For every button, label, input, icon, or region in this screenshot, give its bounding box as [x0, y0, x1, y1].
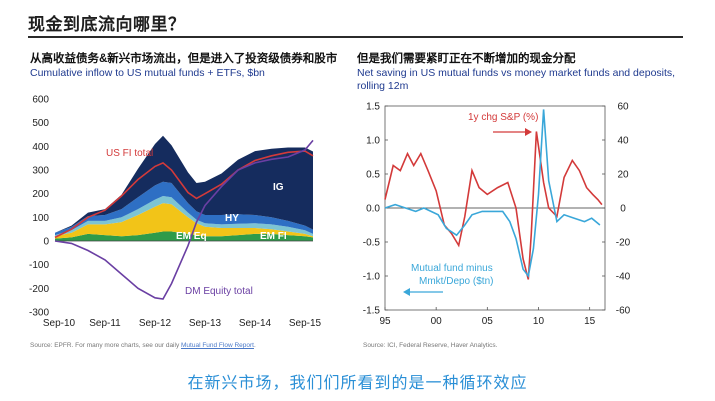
left-area-ig	[55, 135, 313, 233]
label-mmkt-depo: Mmkt/Depo ($tn)	[419, 276, 493, 287]
right-left-y-tick-label: 0.0	[366, 204, 380, 215]
right-right-y-tick-label: -60	[616, 306, 631, 317]
left-y-tick-label: 300	[32, 166, 49, 177]
label-mutual-fund-minus: Mutual fund minus	[411, 263, 493, 274]
label-hy: HY	[225, 213, 239, 224]
right-chart-svg: 1.5 1.0 0.5 0.0 -0.5 -1.0 -1.5 60 40 20 0 -20 -40 -60…	[363, 102, 631, 328]
right-left-y-tick-label: -1.5	[363, 306, 381, 317]
mutual-fund-flow-report-link[interactable]: Mutual Fund Flow Report	[181, 342, 254, 349]
right-right-y-tick-label: -20	[616, 238, 631, 249]
left-area-em-fi	[55, 196, 313, 237]
left-x-tick-label: Sep-14	[239, 318, 272, 329]
left-x-tick-label: Sep-12	[139, 318, 172, 329]
left-area-hy	[55, 181, 313, 236]
right-chart-panel: 但是我们需要紧盯正在不断增加的现金分配 Net saving in US mut…	[355, 42, 685, 356]
right-x-tick-label: 10	[533, 316, 545, 327]
label-sp-change: 1y chg S&P (%)	[468, 112, 538, 123]
right-left-y-tick-label: -0.5	[363, 238, 381, 249]
label-ig: IG	[273, 182, 284, 193]
right-x-tick-label: 05	[482, 316, 494, 327]
right-x-tick-label: 15	[584, 316, 596, 327]
right-line-sp-change	[384, 131, 603, 280]
right-chart-subtitle-line1: Net saving in US mutual funds vs money m…	[357, 67, 676, 79]
left-y-tick-label: 100	[32, 213, 49, 224]
label-us-fi-total: US FI total	[106, 148, 153, 159]
right-right-y-tick-label: 40	[617, 136, 629, 147]
left-x-tick-label: Sep-11	[89, 318, 121, 329]
left-y-tick-label: -200	[29, 284, 49, 295]
bottom-caption: 在新兴市场，我们们所看到的是一种循环效应	[187, 375, 528, 392]
left-y-tick-label: 500	[32, 118, 49, 129]
right-right-y-tick-label: 0	[620, 204, 626, 215]
right-x-tick-label: 95	[379, 316, 391, 327]
left-source-suffix: .	[253, 342, 256, 349]
right-left-y-tick-label: 0.5	[366, 170, 380, 181]
left-chart-title: 从高收益债务&新兴市场流出，但是进入了投资级债券和股市	[30, 53, 338, 65]
title-divider	[28, 36, 683, 38]
right-left-y-tick-label: 1.0	[366, 136, 380, 147]
left-y-tick-label: 600	[32, 95, 49, 106]
right-right-y-tick-label: 60	[617, 102, 629, 113]
left-line-us-fi-total	[54, 150, 314, 239]
left-area-series-1	[55, 203, 313, 239]
right-chart-title: 但是我们需要紧盯正在不断增加的现金分配	[357, 53, 576, 65]
right-line-mutual-fund-minus-mmkt	[384, 109, 601, 278]
right-source-note: Source: ICI, Federal Reserve, Haver Anal…	[363, 342, 498, 349]
label-em-eq: EM Eq	[176, 231, 207, 242]
left-y-tick-label: -100	[29, 260, 49, 271]
page-title: 现金到底流向哪里？	[28, 15, 186, 34]
left-source-note: Source: EPFR. For many more charts, see …	[30, 342, 256, 349]
right-right-y-tick-label: -40	[616, 272, 631, 283]
left-y-tick-label: -300	[29, 308, 49, 319]
left-chart-subtitle: Cumulative inflow to US mutual funds + E…	[30, 67, 265, 79]
mf-arrow-head	[403, 288, 410, 296]
right-chart-subtitle: Net saving in US mutual funds vs money m…	[357, 67, 675, 93]
left-area-em-eq	[55, 231, 313, 241]
left-x-tick-label: Sep-13	[189, 318, 222, 329]
label-em-fi: EM FI	[260, 231, 287, 242]
left-x-tick-label: Sep-10	[43, 318, 76, 329]
sp-arrow-head	[525, 128, 532, 136]
left-line-dm-equity-total	[54, 139, 314, 300]
left-y-tick-label: 400	[32, 142, 49, 153]
label-dm-equity-total: DM Equity total	[185, 286, 253, 297]
left-chart-svg: -300 -200 -100 0 100 200 300 400 500 600 Sep-10 Sep…	[29, 95, 322, 330]
left-y-tick-label: 0	[43, 237, 49, 248]
left-y-tick-label: 200	[32, 189, 49, 200]
right-left-y-tick-label: 1.5	[366, 102, 380, 113]
left-source-text: Source: EPFR. For many more charts, see …	[30, 342, 181, 349]
left-chart-panel: 从高收益债务&新兴市场流出，但是进入了投资级债券和股市 Cumulative i…	[28, 42, 346, 356]
left-x-tick-label: Sep-15	[289, 318, 322, 329]
right-right-y-tick-label: 20	[617, 170, 629, 181]
right-left-y-tick-label: -1.0	[363, 272, 381, 283]
right-chart-subtitle-line2: rolling 12m	[357, 80, 409, 92]
right-x-tick-label: 00	[431, 316, 443, 327]
